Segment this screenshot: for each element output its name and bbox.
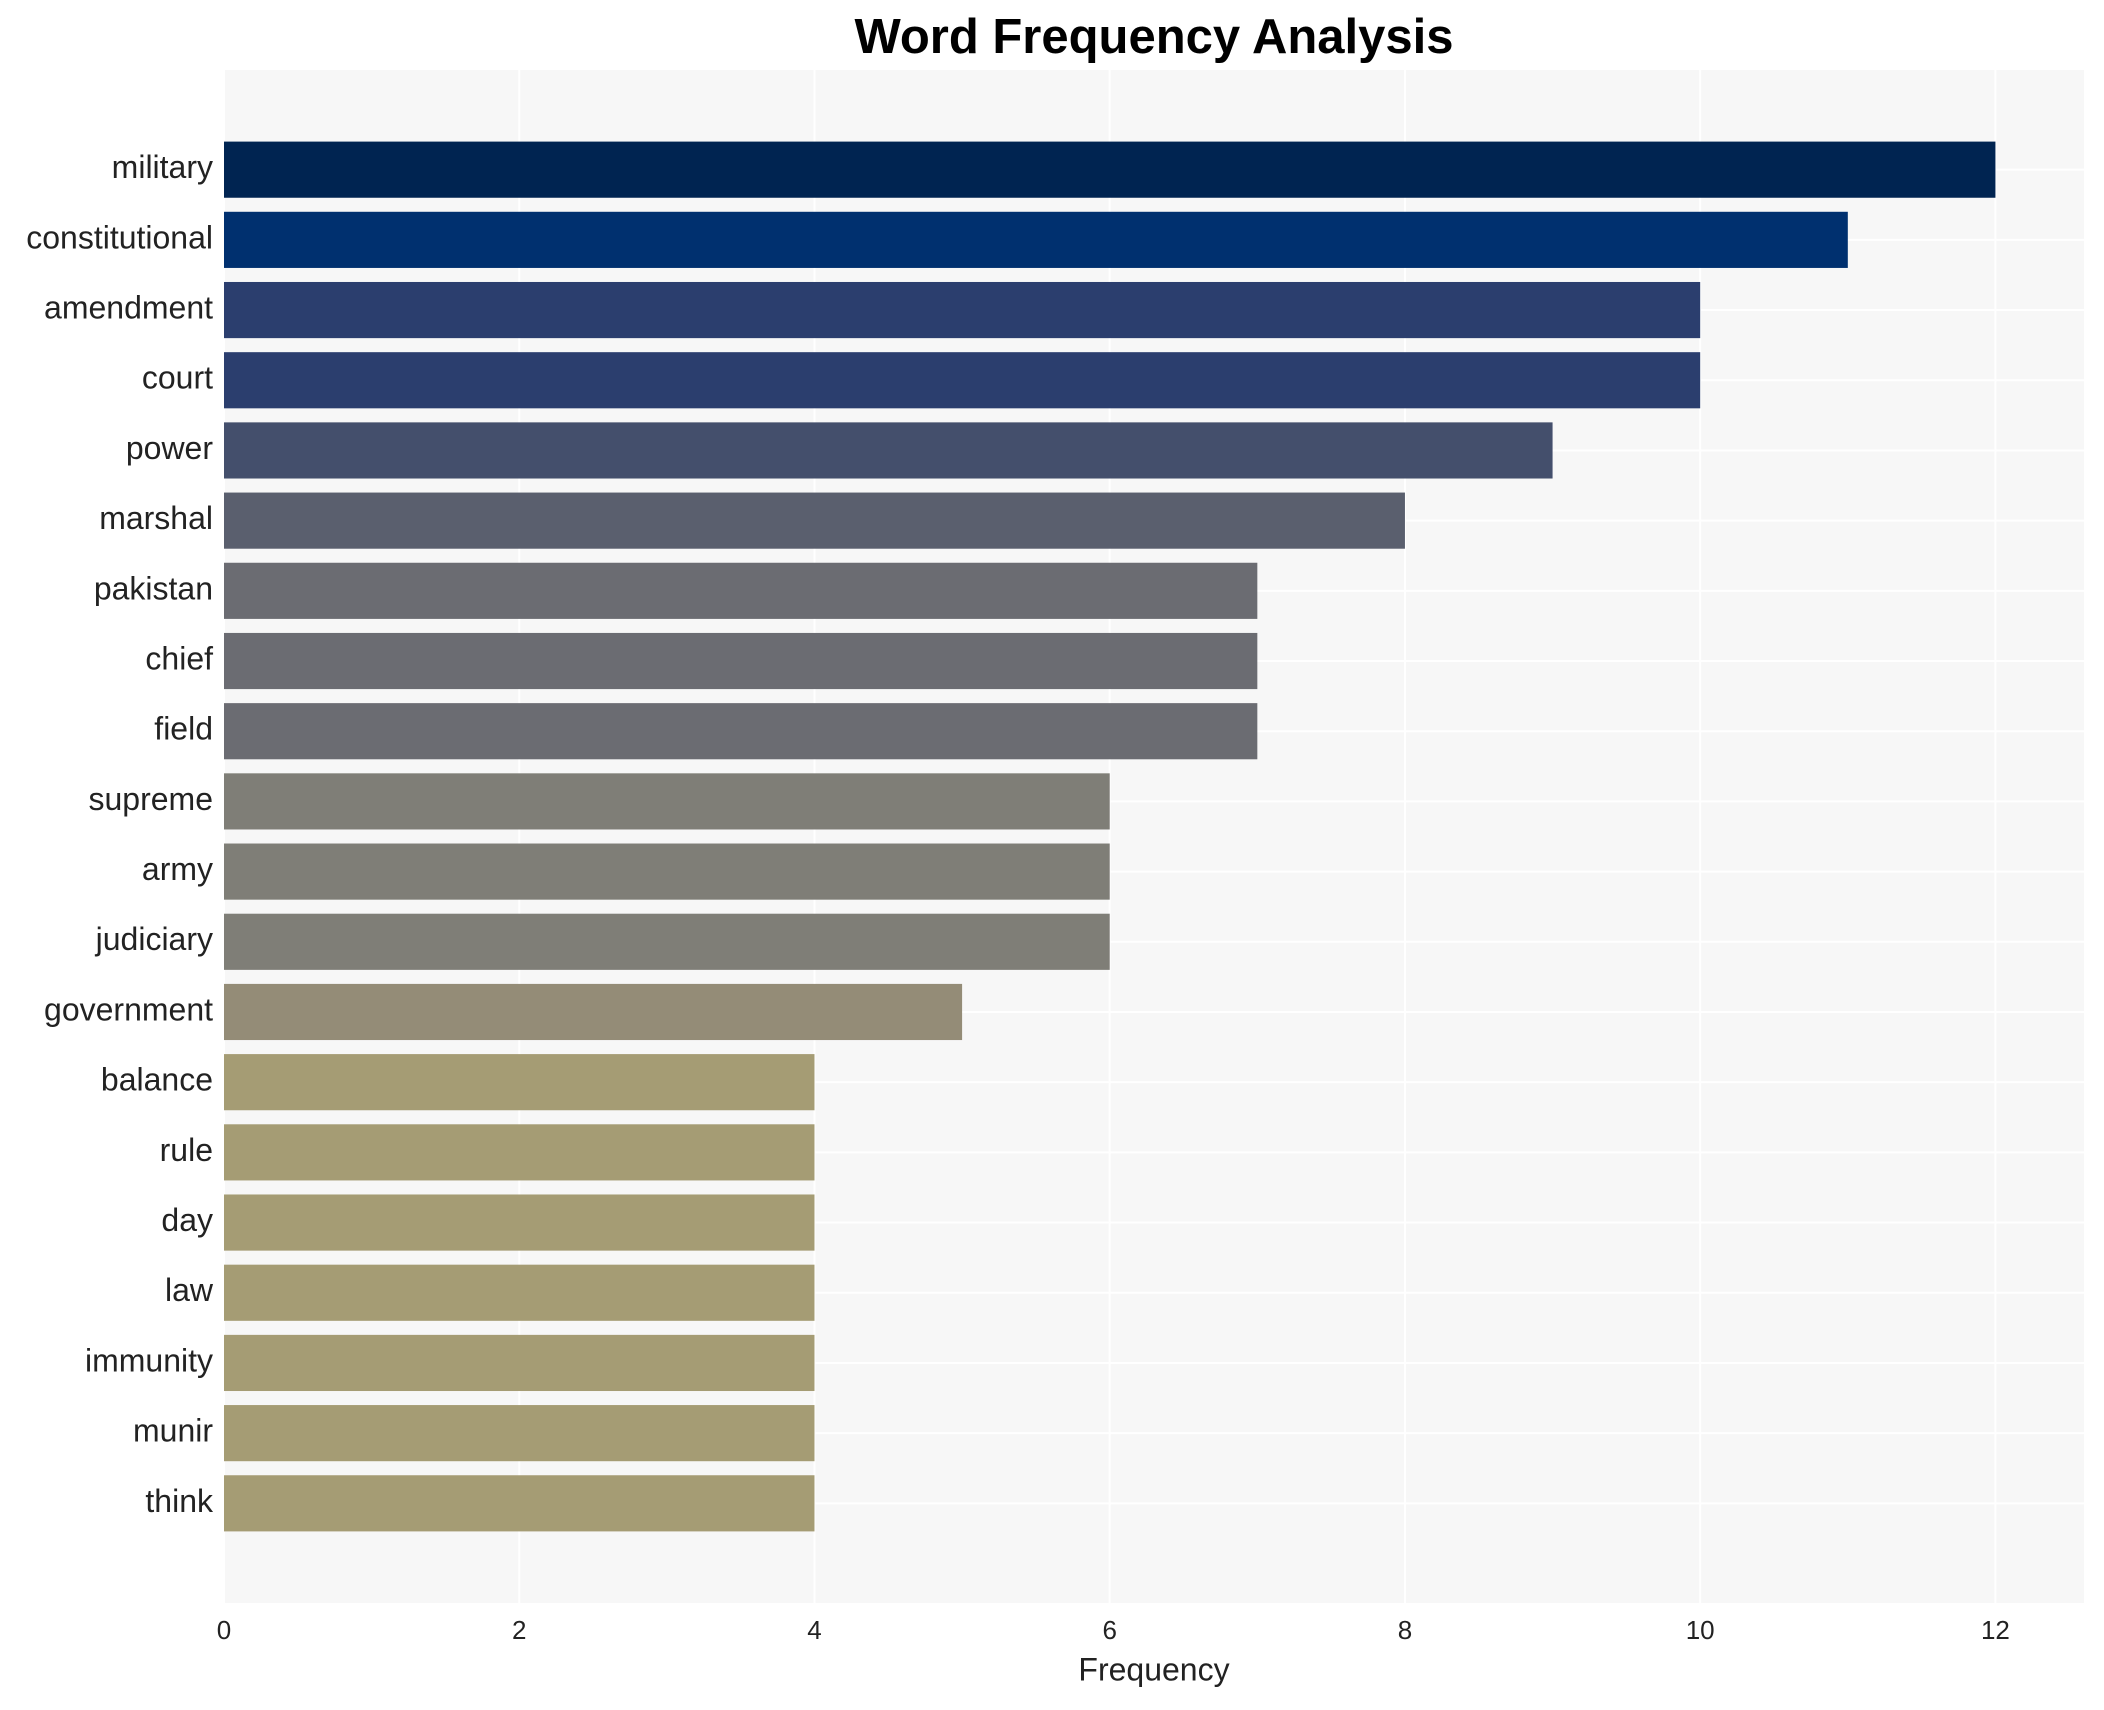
bar (224, 1054, 815, 1111)
x-tick-label: 4 (807, 1615, 821, 1645)
bar (224, 211, 1848, 268)
bar (224, 983, 963, 1041)
bar (224, 1334, 815, 1392)
x-axis-label: Frequency (1078, 1651, 1229, 1687)
bar (224, 352, 1701, 409)
y-tick-label: marshal (99, 500, 213, 536)
bar (224, 141, 1996, 198)
x-tick-label: 2 (512, 1615, 526, 1645)
y-tick-label: power (126, 430, 214, 466)
x-tick-label: 10 (1686, 1615, 1715, 1645)
bar (224, 703, 1258, 760)
bar (224, 1475, 815, 1532)
y-tick-label: law (165, 1272, 214, 1308)
y-tick-label: field (154, 711, 213, 747)
bar (224, 422, 1553, 479)
chart-title: Word Frequency Analysis (854, 10, 1453, 64)
x-tick-label: 8 (1398, 1615, 1412, 1645)
bar (224, 1405, 815, 1462)
y-tick-label: court (142, 360, 213, 396)
bar (224, 913, 1110, 970)
x-tick-label: 12 (1981, 1615, 2010, 1645)
bar (224, 281, 1701, 339)
bar (224, 773, 1110, 830)
bar (224, 1194, 815, 1251)
x-tick-label: 0 (217, 1615, 231, 1645)
x-tick-label: 6 (1102, 1615, 1116, 1645)
y-tick-label: think (145, 1483, 214, 1519)
y-tick-label: amendment (44, 290, 213, 326)
bar (224, 1264, 815, 1321)
y-tick-label: munir (133, 1413, 213, 1449)
y-tick-label: military (112, 149, 213, 185)
y-tick-label: constitutional (26, 219, 213, 255)
y-tick-label: balance (101, 1062, 213, 1098)
bar (224, 843, 1110, 900)
y-tick-label: pakistan (94, 570, 213, 606)
y-tick-label: army (142, 851, 213, 887)
y-tick-label: rule (160, 1132, 213, 1168)
y-tick-label: chief (145, 640, 213, 676)
y-tick-label: judiciary (95, 921, 213, 957)
y-tick-label: day (161, 1202, 213, 1238)
y-tick-label: supreme (89, 781, 214, 817)
bar (224, 1124, 815, 1181)
bar (224, 562, 1258, 619)
bar (224, 492, 1405, 549)
y-tick-label: government (44, 991, 213, 1027)
y-tick-label: immunity (85, 1342, 213, 1378)
bar (224, 632, 1258, 690)
